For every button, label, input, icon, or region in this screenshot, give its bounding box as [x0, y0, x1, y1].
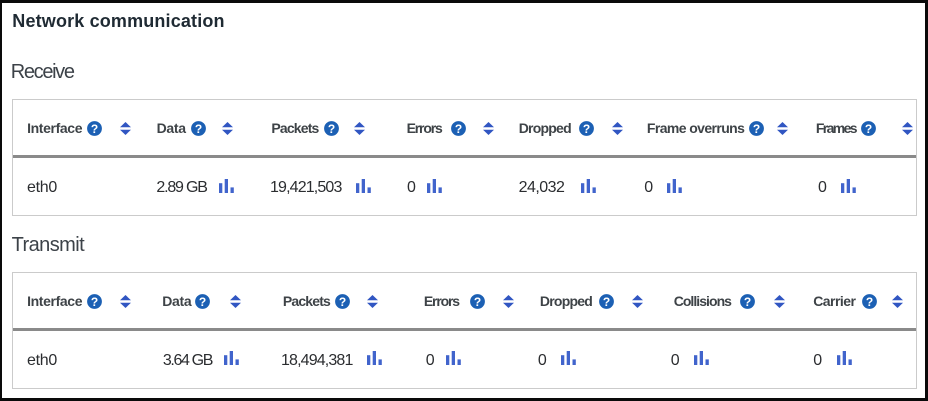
svg-text:?: ?	[339, 295, 346, 309]
svg-text:?: ?	[866, 295, 873, 309]
svg-text:?: ?	[583, 122, 590, 136]
svg-text:?: ?	[199, 295, 206, 309]
svg-text:?: ?	[328, 122, 335, 136]
svg-text:?: ?	[474, 295, 481, 309]
svg-text:?: ?	[603, 295, 610, 309]
svg-text:?: ?	[91, 122, 98, 136]
svg-text:?: ?	[865, 122, 872, 136]
svg-text:?: ?	[91, 295, 98, 309]
svg-text:?: ?	[744, 295, 751, 309]
svg-text:?: ?	[195, 122, 202, 136]
svg-text:?: ?	[753, 122, 760, 136]
svg-text:?: ?	[454, 122, 461, 136]
